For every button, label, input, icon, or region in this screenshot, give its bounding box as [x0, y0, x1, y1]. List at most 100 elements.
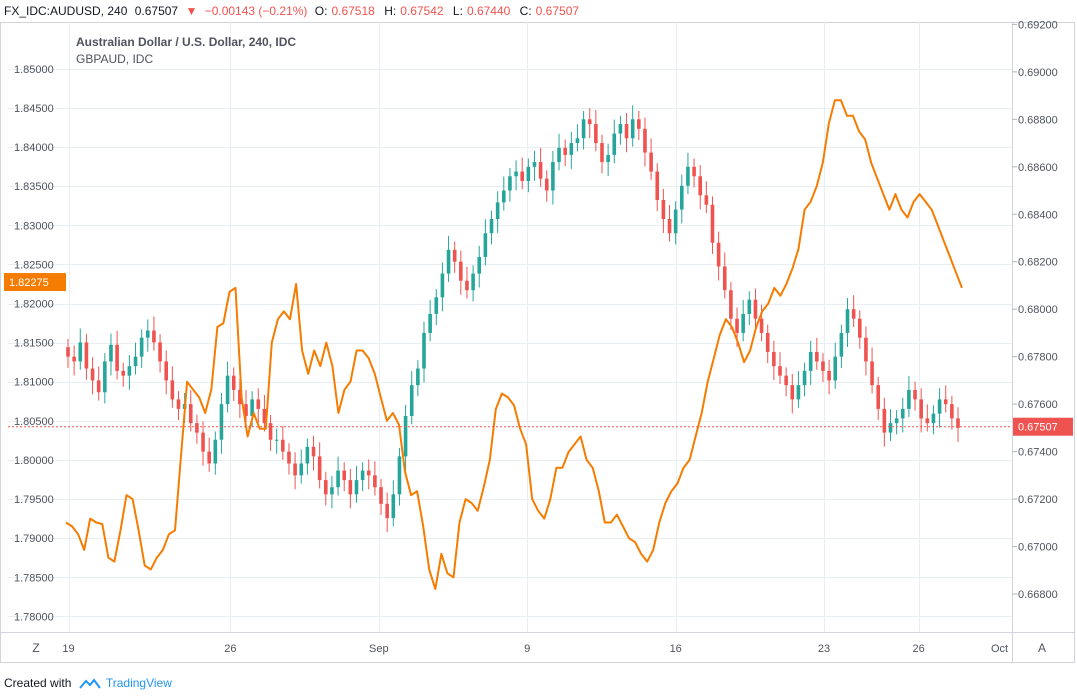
- time-tick-label: 9: [524, 643, 530, 655]
- candle-body: [121, 370, 126, 376]
- candle-body: [876, 385, 881, 409]
- left-tick-label: 1.85000: [14, 64, 54, 76]
- candle-body: [195, 423, 199, 433]
- candle-body: [882, 408, 887, 433]
- time-axis[interactable]: 19 26 Sep 9 16 23 26 Oct: [62, 643, 1008, 655]
- time-tick-label: 26: [224, 643, 236, 655]
- auto-scale-button[interactable]: A: [1028, 639, 1056, 657]
- candle-body: [913, 389, 917, 400]
- candle-body: [857, 318, 862, 338]
- candle-body: [434, 297, 439, 314]
- candle-body: [526, 166, 531, 182]
- candle-body: [520, 171, 525, 182]
- left-price-axis[interactable]: 1.85000 1.84500 1.84000 1.83500 1.83000 1.825…: [14, 64, 54, 623]
- candle-body: [594, 124, 598, 144]
- left-tick-label: 1.78000: [14, 611, 54, 623]
- price-chart[interactable]: Australian Dollar / U.S. Dollar, 240, ID…: [0, 0, 1077, 672]
- left-tick-label: 1.82000: [14, 299, 54, 311]
- candle-body: [600, 143, 604, 163]
- footer: Created with TradingView: [4, 672, 172, 694]
- right-tick-label: 0.69000: [1018, 67, 1058, 79]
- last-value-badges: 1.82275 0.67507: [4, 273, 1073, 436]
- candle-body: [495, 202, 500, 220]
- candle-body: [133, 356, 138, 367]
- time-tick-label: Oct: [991, 643, 1008, 655]
- candle-body: [152, 330, 156, 343]
- left-tick-label: 1.81000: [14, 377, 54, 389]
- left-last-value-badge: [4, 273, 66, 292]
- open-value: 0.67518: [331, 4, 375, 18]
- left-tick-label: 1.84000: [14, 142, 54, 154]
- candle-body: [72, 356, 76, 362]
- candle-body: [373, 475, 377, 488]
- candle-body: [366, 470, 371, 476]
- right-tick-label: 0.66800: [1018, 589, 1058, 601]
- symbol-name[interactable]: FX_IDC:AUDUSD, 240: [4, 4, 128, 18]
- candle-body: [477, 256, 482, 274]
- tradingview-link[interactable]: TradingView: [105, 676, 172, 690]
- candle-body: [403, 416, 408, 457]
- candle-body: [808, 351, 813, 371]
- candle-body: [827, 370, 831, 381]
- auto-scale-button-label: A: [1038, 641, 1046, 655]
- last-price: 0.67507: [134, 4, 179, 18]
- candle-body: [397, 456, 402, 495]
- candle-body: [753, 299, 758, 319]
- candle-body: [170, 380, 175, 400]
- right-tick-label: 0.68200: [1018, 257, 1058, 269]
- candle-body: [501, 190, 506, 203]
- candle-body: [563, 147, 567, 155]
- candle-body: [587, 119, 592, 125]
- candle-body: [330, 487, 334, 495]
- candle-body: [268, 423, 273, 440]
- candle-body: [508, 176, 512, 191]
- candle-body: [109, 344, 113, 362]
- candle-body: [84, 342, 89, 369]
- low-value: 0.67440: [466, 4, 511, 18]
- chart-title: Australian Dollar / U.S. Dollar, 240, ID…: [76, 35, 296, 49]
- candle-body: [416, 368, 420, 386]
- zoom-button[interactable]: Z: [22, 639, 50, 657]
- candle-body: [796, 385, 801, 400]
- candle-body: [299, 463, 304, 476]
- time-tick-label: 26: [912, 643, 924, 655]
- right-price-axis[interactable]: 0.69200 0.69000 0.68800 0.68600 0.68400 0.682…: [1012, 19, 1058, 601]
- candle-body: [907, 389, 911, 409]
- candle-body: [305, 446, 310, 464]
- low-label: L:: [452, 4, 463, 18]
- candle-body: [471, 273, 475, 291]
- candle-body: [201, 432, 205, 452]
- candle-body: [735, 318, 739, 333]
- candle-body: [219, 404, 224, 440]
- candle-body: [262, 408, 267, 424]
- candle-body: [323, 480, 328, 495]
- candle-body: [385, 503, 389, 519]
- candle-body: [96, 380, 101, 393]
- candle-body: [544, 178, 549, 191]
- high-value: 0.67542: [400, 4, 444, 18]
- candle-body: [845, 309, 850, 333]
- right-tick-label: 0.67000: [1018, 542, 1058, 554]
- candle-body: [612, 133, 617, 155]
- candle-body: [551, 162, 555, 191]
- left-tick-label: 1.79000: [14, 533, 54, 545]
- candle-body: [342, 470, 347, 481]
- chart-frame: [0, 22, 1075, 663]
- candle-body: [673, 209, 678, 234]
- candle-body: [465, 280, 469, 291]
- close-label: C:: [519, 4, 532, 18]
- left-tick-label: 1.82500: [14, 259, 54, 271]
- candle-body: [741, 313, 745, 333]
- candle-body: [256, 399, 261, 409]
- candle-body: [888, 423, 893, 433]
- candle-body: [759, 318, 764, 333]
- candle-body: [213, 439, 218, 464]
- candle-body: [716, 242, 721, 267]
- candle-body: [225, 375, 230, 405]
- candle-body: [274, 439, 279, 441]
- candle-body: [409, 385, 414, 417]
- candle-body: [575, 138, 580, 144]
- gbpaud-line: [65, 99, 963, 590]
- right-tick-label: 0.68400: [1018, 209, 1058, 221]
- candle-body: [772, 351, 776, 367]
